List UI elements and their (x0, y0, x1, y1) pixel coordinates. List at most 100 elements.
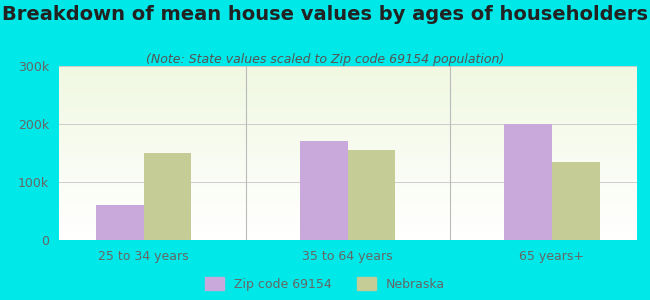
Bar (58, 191, 637, 193)
Bar (58, 181, 637, 183)
Bar (58, 139, 637, 141)
Bar (58, 66, 637, 68)
Bar (58, 113, 637, 115)
Bar (58, 198, 637, 200)
Bar (58, 162, 637, 164)
Bar (58, 221, 637, 223)
Bar (552, 162, 599, 240)
Bar (58, 110, 637, 111)
Bar (58, 164, 637, 165)
Bar (58, 236, 637, 238)
Bar (58, 155, 637, 157)
Bar (58, 75, 637, 76)
Bar (58, 68, 637, 70)
Bar (58, 76, 637, 78)
Bar (58, 137, 637, 139)
Bar (58, 73, 637, 75)
Bar (58, 223, 637, 224)
Bar (58, 146, 637, 148)
Bar (58, 207, 637, 209)
Bar (58, 99, 637, 101)
Bar (58, 116, 637, 118)
Bar (58, 134, 637, 136)
Bar (300, 141, 348, 240)
Bar (58, 169, 637, 170)
Bar (58, 172, 637, 174)
Bar (58, 167, 637, 169)
Bar (58, 230, 637, 231)
Bar (58, 123, 637, 125)
Bar (58, 238, 637, 240)
Bar (58, 202, 637, 203)
Bar (58, 125, 637, 127)
Bar (58, 203, 637, 205)
Bar (58, 179, 637, 181)
Bar (58, 186, 637, 188)
Bar (58, 177, 637, 179)
Bar (58, 101, 637, 103)
Bar (58, 108, 637, 109)
Bar (58, 148, 637, 149)
Bar (58, 218, 637, 219)
Bar (58, 188, 637, 190)
Bar (58, 136, 637, 137)
Bar (58, 195, 637, 197)
Bar (58, 120, 637, 122)
Bar (58, 158, 637, 160)
Bar (58, 103, 637, 104)
Bar (58, 231, 637, 233)
Bar (58, 127, 637, 129)
Bar (58, 183, 637, 184)
Bar (58, 200, 637, 202)
Bar (58, 70, 637, 71)
Bar (58, 118, 637, 120)
Bar (504, 124, 552, 240)
Bar (58, 87, 637, 88)
Bar (58, 94, 637, 96)
Bar (58, 174, 637, 176)
Bar (58, 209, 637, 210)
Bar (58, 80, 637, 82)
Bar (58, 153, 637, 155)
Bar (58, 196, 637, 198)
Bar (58, 190, 637, 191)
Bar (58, 170, 637, 172)
Bar (58, 224, 637, 226)
Bar (58, 235, 637, 236)
Bar (144, 153, 191, 240)
Bar (58, 96, 637, 97)
Bar (58, 151, 637, 153)
Bar (58, 90, 637, 92)
Bar (58, 157, 637, 158)
Bar (58, 219, 637, 221)
Bar (58, 210, 637, 212)
Bar (58, 130, 637, 132)
Bar (58, 228, 637, 230)
Bar (58, 111, 637, 113)
Bar (58, 226, 637, 228)
Bar (58, 122, 637, 123)
Bar (58, 216, 637, 218)
Bar (348, 150, 395, 240)
Bar (58, 205, 637, 207)
Bar (58, 88, 637, 90)
Bar (58, 97, 637, 99)
Bar (58, 212, 637, 214)
Bar (58, 214, 637, 216)
Text: (Note: State values scaled to Zip code 69154 population): (Note: State values scaled to Zip code 6… (146, 52, 504, 65)
Bar (58, 115, 637, 116)
Bar (58, 144, 637, 146)
Bar (58, 92, 637, 94)
Bar (58, 104, 637, 106)
Bar (58, 132, 637, 134)
Bar (58, 106, 637, 108)
Text: Breakdown of mean house values by ages of householders: Breakdown of mean house values by ages o… (2, 4, 648, 23)
Bar (58, 142, 637, 144)
Bar (58, 129, 637, 130)
Bar (58, 71, 637, 73)
Bar (58, 176, 637, 177)
Bar (96, 205, 144, 240)
Bar (58, 85, 637, 87)
Bar (58, 165, 637, 167)
Legend: Zip code 69154, Nebraska: Zip code 69154, Nebraska (205, 277, 445, 291)
